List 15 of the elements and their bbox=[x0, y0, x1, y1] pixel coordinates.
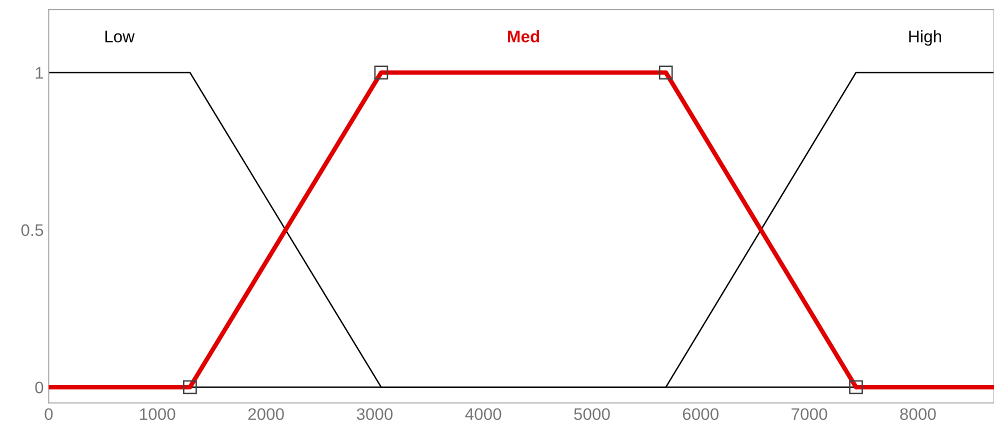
y-tick-label: 0.5 bbox=[21, 224, 44, 236]
y-tick-label: 1 bbox=[36, 67, 44, 79]
x-tick-label: 5000 bbox=[574, 408, 610, 420]
x-tick-label: 4000 bbox=[465, 408, 502, 420]
x-tick-label: 1000 bbox=[140, 408, 176, 420]
series-label: High bbox=[909, 30, 942, 46]
x-tick-label: 7000 bbox=[792, 408, 828, 420]
x-tick-label: 6000 bbox=[682, 408, 719, 420]
x-tick-label: 0 bbox=[44, 408, 53, 420]
series-label: Med bbox=[508, 30, 540, 42]
x-tick-label: 8000 bbox=[900, 408, 936, 420]
series-label: Low bbox=[105, 30, 135, 42]
y-tick-label: 0 bbox=[35, 382, 44, 394]
x-tick-label: 2000 bbox=[248, 408, 284, 420]
x-tick-label: 3000 bbox=[356, 408, 393, 420]
